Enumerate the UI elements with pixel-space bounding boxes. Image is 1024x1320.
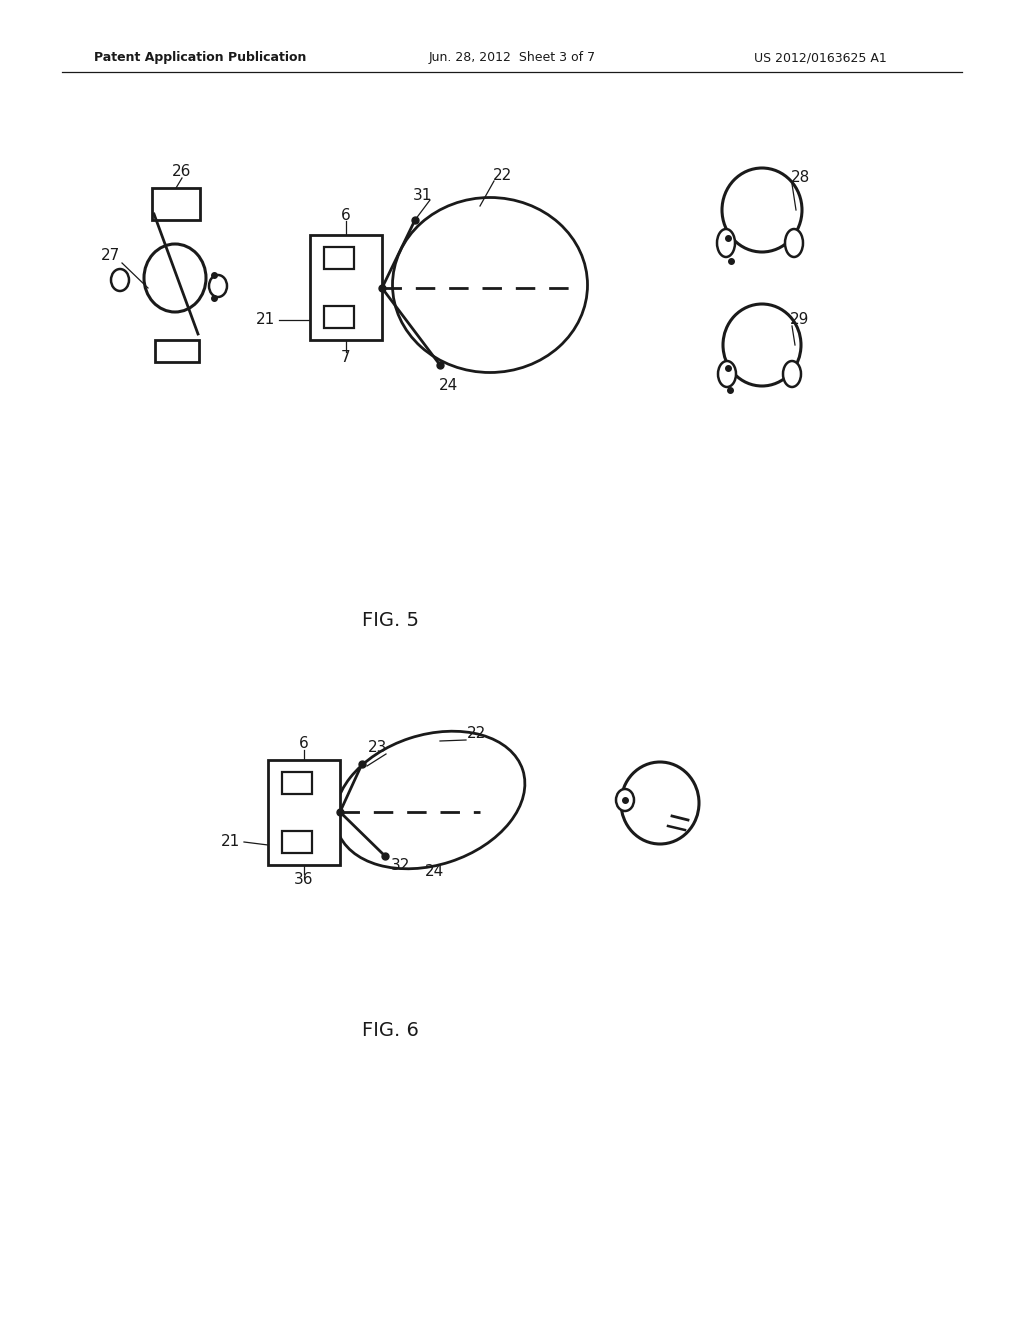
Ellipse shape bbox=[392, 198, 588, 372]
Bar bbox=[268, 760, 340, 865]
Ellipse shape bbox=[621, 762, 699, 843]
Text: 23: 23 bbox=[369, 741, 388, 755]
Bar bbox=[324, 306, 354, 327]
Ellipse shape bbox=[616, 789, 634, 810]
Ellipse shape bbox=[785, 228, 803, 257]
Ellipse shape bbox=[209, 275, 227, 297]
Text: Patent Application Publication: Patent Application Publication bbox=[94, 51, 306, 65]
Text: 24: 24 bbox=[425, 865, 444, 879]
Ellipse shape bbox=[111, 269, 129, 290]
Ellipse shape bbox=[335, 731, 525, 869]
Text: 21: 21 bbox=[221, 834, 240, 850]
Text: 22: 22 bbox=[466, 726, 485, 742]
Text: 6: 6 bbox=[299, 737, 309, 751]
Text: 29: 29 bbox=[791, 313, 810, 327]
Text: FIG. 5: FIG. 5 bbox=[361, 610, 419, 630]
Bar bbox=[155, 341, 199, 362]
Ellipse shape bbox=[718, 360, 736, 387]
Ellipse shape bbox=[723, 304, 801, 385]
Text: 28: 28 bbox=[791, 170, 810, 186]
Text: 24: 24 bbox=[438, 378, 458, 392]
Text: 26: 26 bbox=[172, 165, 191, 180]
Text: US 2012/0163625 A1: US 2012/0163625 A1 bbox=[754, 51, 887, 65]
Bar bbox=[152, 187, 200, 220]
Ellipse shape bbox=[144, 244, 206, 312]
Bar bbox=[282, 772, 312, 795]
Text: 7: 7 bbox=[341, 351, 351, 366]
Bar bbox=[282, 832, 312, 853]
Text: 21: 21 bbox=[256, 313, 275, 327]
Ellipse shape bbox=[717, 228, 735, 257]
Text: 32: 32 bbox=[390, 858, 410, 873]
Bar bbox=[310, 235, 382, 341]
Text: FIG. 6: FIG. 6 bbox=[361, 1020, 419, 1040]
Text: 31: 31 bbox=[413, 189, 432, 203]
Text: Jun. 28, 2012  Sheet 3 of 7: Jun. 28, 2012 Sheet 3 of 7 bbox=[428, 51, 596, 65]
Text: 22: 22 bbox=[493, 168, 512, 182]
Ellipse shape bbox=[722, 168, 802, 252]
Text: 6: 6 bbox=[341, 207, 351, 223]
Text: 36: 36 bbox=[294, 873, 313, 887]
Bar bbox=[324, 247, 354, 269]
Ellipse shape bbox=[783, 360, 801, 387]
Text: 27: 27 bbox=[100, 248, 120, 263]
